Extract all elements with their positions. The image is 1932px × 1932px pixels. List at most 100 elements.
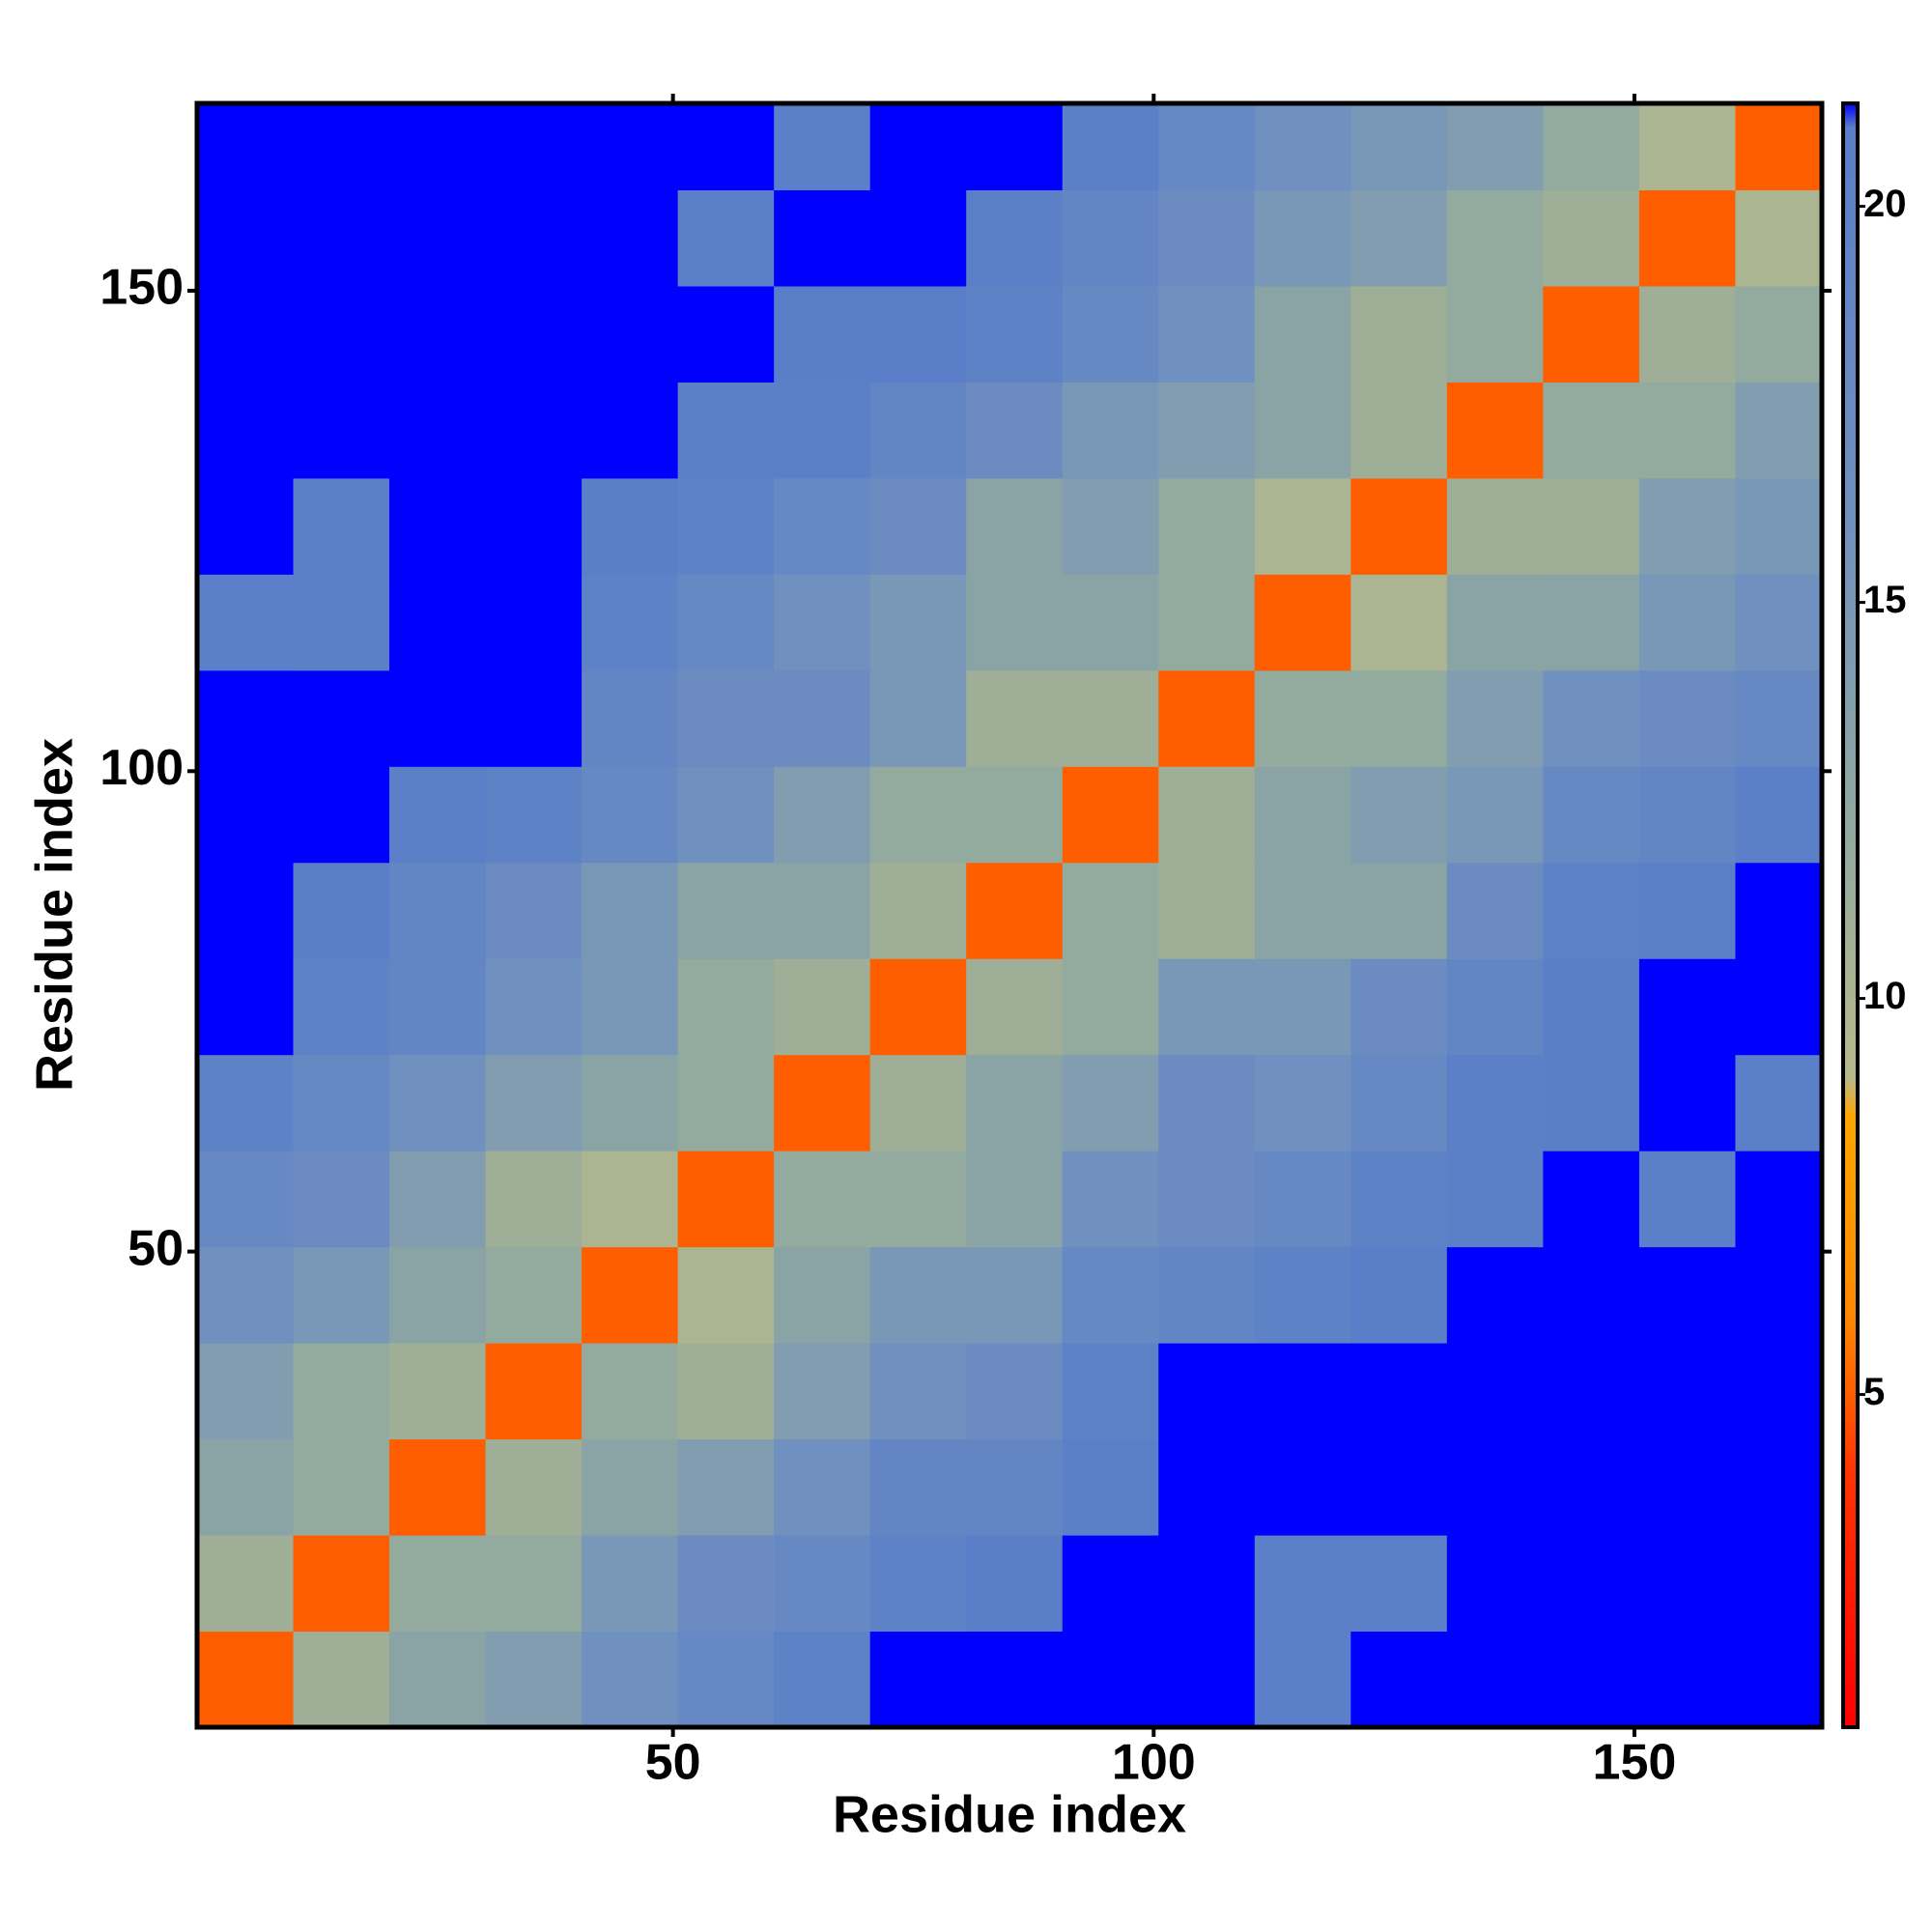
heatmap-cell — [1350, 574, 1448, 671]
heatmap-cell — [389, 1246, 487, 1344]
heatmap-cell — [1254, 1054, 1351, 1151]
heatmap-cell — [966, 382, 1064, 479]
x-axis-title: Residue index — [833, 1785, 1186, 1843]
heatmap-cell — [1638, 285, 1736, 383]
heatmap-cell — [1446, 1054, 1544, 1151]
heatmap-cell — [582, 189, 679, 287]
heatmap-cell — [1446, 1438, 1544, 1536]
heatmap-cell — [1735, 1246, 1823, 1344]
heatmap-cell — [1543, 1535, 1640, 1633]
heatmap-cell — [389, 1343, 487, 1440]
heatmap-cell — [677, 669, 775, 767]
heatmap-cell — [197, 958, 295, 1056]
heatmap-cell — [1254, 766, 1351, 864]
heatmap-cell — [389, 1054, 487, 1151]
heatmap-cell — [1350, 103, 1448, 191]
heatmap-cell — [1543, 862, 1640, 959]
heatmap-cell — [677, 1246, 775, 1344]
heatmap-cell — [869, 766, 967, 864]
heatmap-cell — [1638, 103, 1736, 191]
heatmap-cell — [582, 1343, 679, 1440]
heatmap-cell — [1254, 1535, 1351, 1633]
heatmap-cell — [389, 1631, 487, 1728]
heatmap-cell — [966, 1151, 1064, 1248]
heatmap-cell — [485, 477, 582, 575]
heatmap-cell — [1350, 189, 1448, 287]
heatmap-cell — [774, 766, 871, 864]
heatmap-cell — [389, 285, 487, 383]
heatmap-cell — [1543, 1631, 1640, 1728]
heatmap-cell — [1350, 285, 1448, 383]
heatmap-cell — [1350, 382, 1448, 479]
heatmap-cell — [1735, 574, 1823, 671]
heatmap-cell — [1158, 862, 1256, 959]
heatmap-cell — [1062, 862, 1159, 959]
heatmap-cell — [1158, 766, 1256, 864]
colorbar — [1841, 101, 1860, 1729]
heatmap-cell — [1543, 1343, 1640, 1440]
heatmap-cell — [966, 669, 1064, 767]
heatmap-cell — [1446, 958, 1544, 1056]
heatmap-cell — [966, 862, 1064, 959]
heatmap-cell — [1735, 1151, 1823, 1248]
heatmap-cell — [1158, 669, 1256, 767]
heatmap-cell — [774, 1438, 871, 1536]
heatmap-cell — [582, 574, 679, 671]
heatmap-cell — [1543, 1438, 1640, 1536]
heatmap-cell — [1735, 285, 1823, 383]
heatmap-cell — [293, 766, 390, 864]
heatmap-cell — [1062, 103, 1159, 191]
heatmap-cell — [1350, 1343, 1448, 1440]
heatmap-cell — [1446, 574, 1544, 671]
heatmap-cell — [1638, 958, 1736, 1056]
heatmap-cell — [1543, 477, 1640, 575]
heatmap-cell — [1638, 1535, 1736, 1633]
heatmap-cell — [1446, 862, 1544, 959]
y-axis-title: Residue index — [25, 738, 83, 1092]
heatmap-cell — [1446, 477, 1544, 575]
heatmap-cell — [389, 862, 487, 959]
heatmap-cell — [1254, 1438, 1351, 1536]
heatmap-cell — [1254, 1246, 1351, 1344]
heatmap-cell — [1350, 862, 1448, 959]
heatmap-cell — [293, 862, 390, 959]
heatmap-cell — [582, 1054, 679, 1151]
heatmap-cell — [1638, 669, 1736, 767]
heatmap-cell — [966, 1246, 1064, 1344]
heatmap-cell — [869, 1054, 967, 1151]
heatmap-cell — [1735, 766, 1823, 864]
heatmap-cell — [1158, 1246, 1256, 1344]
heatmap-cell — [869, 669, 967, 767]
heatmap-cell — [1254, 285, 1351, 383]
heatmap-cell — [1446, 103, 1544, 191]
heatmap-cell — [774, 1151, 871, 1248]
heatmap-cell — [1350, 766, 1448, 864]
heatmap-cell — [1350, 1438, 1448, 1536]
heatmap-cell — [582, 958, 679, 1056]
heatmap-cell — [197, 766, 295, 864]
heatmap-cell — [1254, 1631, 1351, 1728]
heatmap-cell — [1735, 1535, 1823, 1633]
heatmap-cell — [677, 285, 775, 383]
heatmap-cell — [677, 958, 775, 1056]
heatmap-cell — [197, 669, 295, 767]
heatmap-cell — [1638, 1631, 1736, 1728]
heatmap-cell — [1350, 1151, 1448, 1248]
heatmap-cell — [582, 1151, 679, 1248]
heatmap-cell — [1062, 1343, 1159, 1440]
heatmap-cell — [966, 1054, 1064, 1151]
heatmap-cell — [582, 1631, 679, 1728]
heatmap-cell — [293, 477, 390, 575]
heatmap-cell — [774, 382, 871, 479]
heatmap-cell — [1254, 189, 1351, 287]
heatmap-cell — [1158, 477, 1256, 575]
heatmap-cell — [1735, 103, 1823, 191]
heatmap-cell — [1350, 477, 1448, 575]
heatmap-cell — [1158, 1151, 1256, 1248]
heatmap-cell — [1062, 1438, 1159, 1536]
heatmap-cell — [485, 1054, 582, 1151]
heatmap-cell — [774, 958, 871, 1056]
heatmap-cell — [1638, 189, 1736, 287]
heatmap-cell — [869, 1343, 967, 1440]
